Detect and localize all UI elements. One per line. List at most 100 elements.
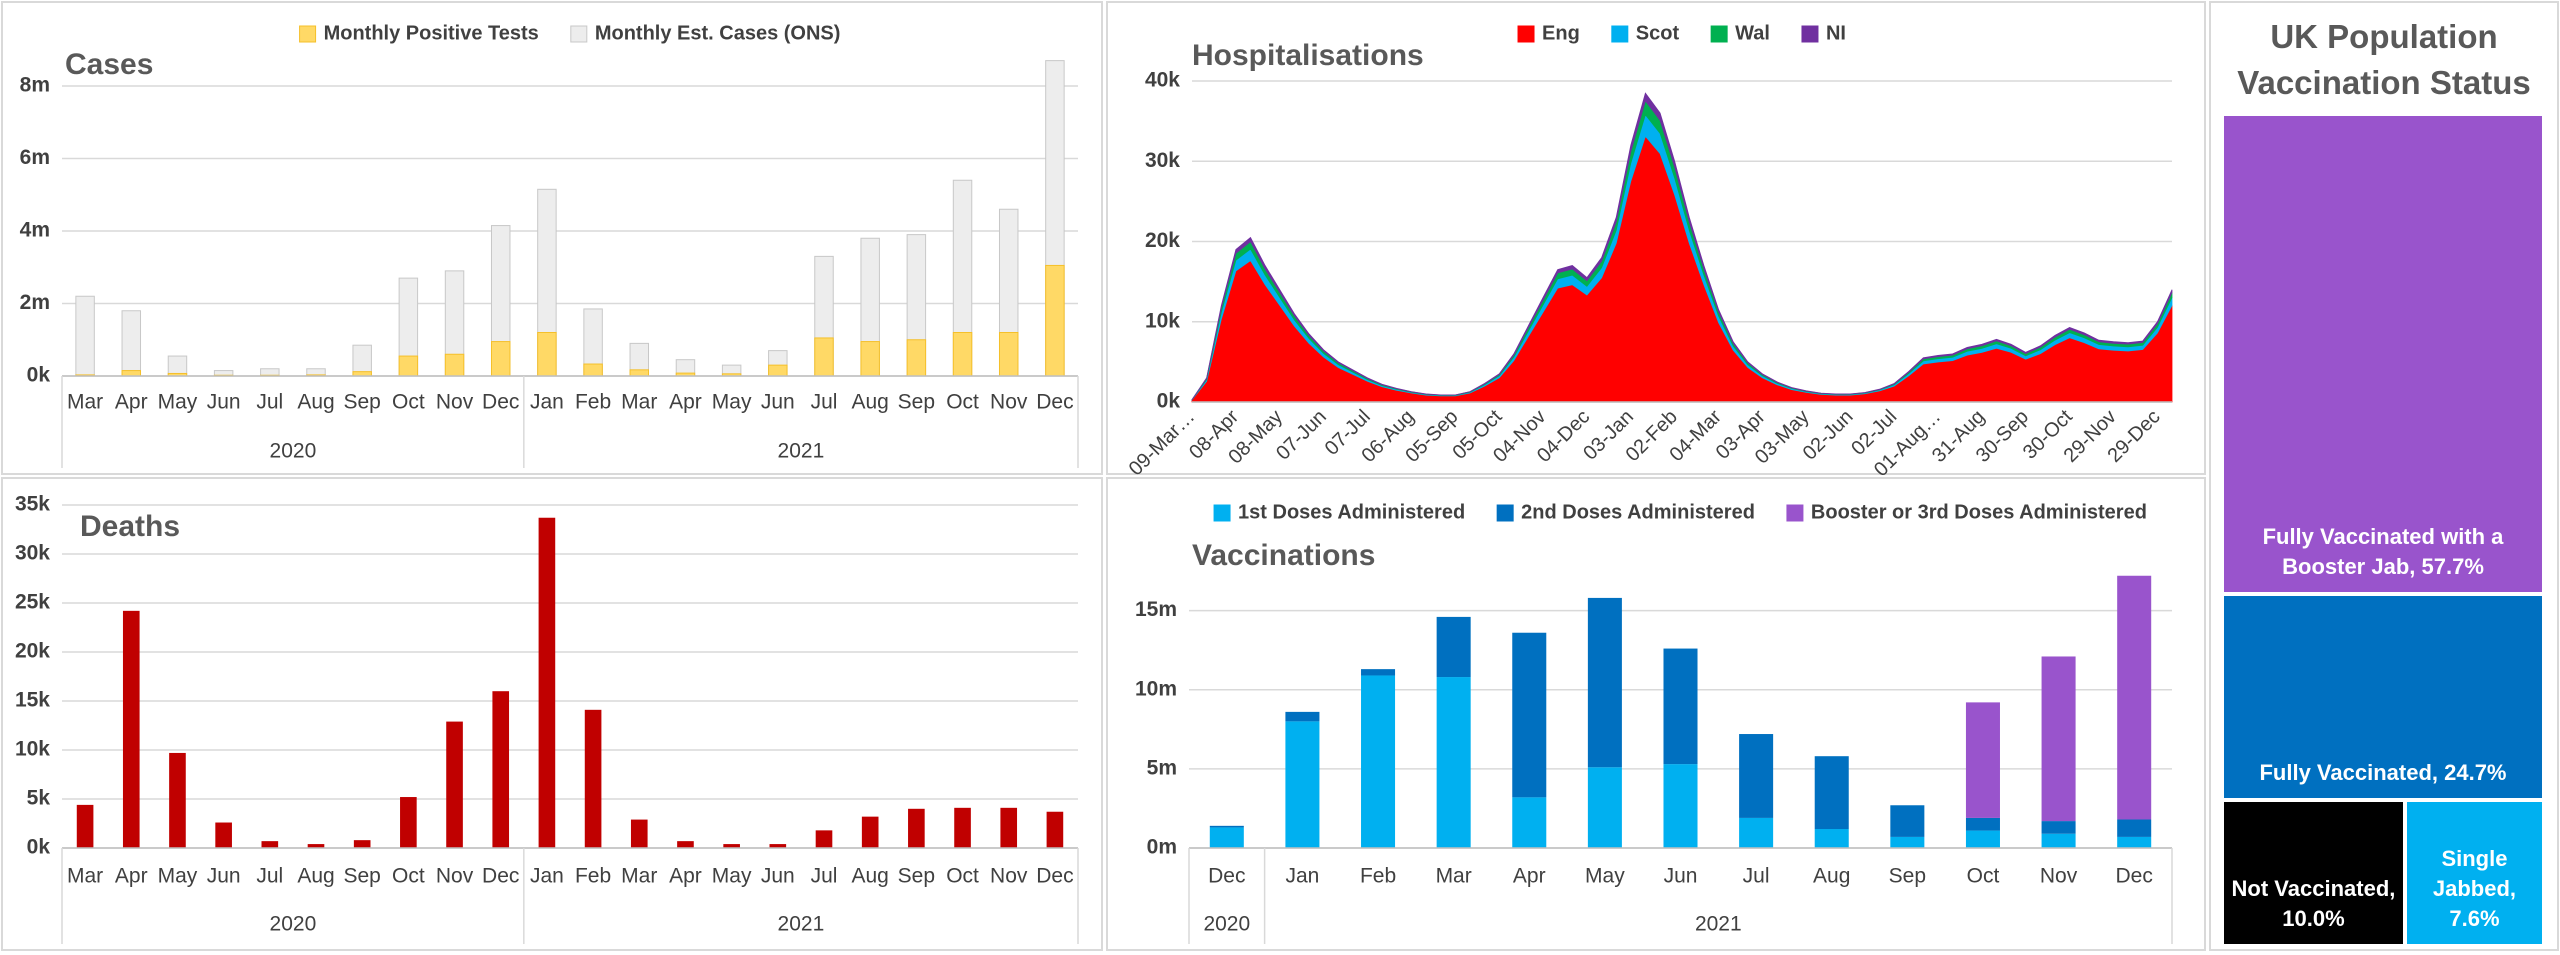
bar — [1739, 817, 1774, 848]
treemap-title: UK Population Vaccination Status — [2237, 18, 2531, 101]
legend-swatch — [1611, 25, 1629, 43]
x-tick-label: Sep — [343, 865, 380, 888]
x-tick-label: Nov — [990, 865, 1028, 888]
x-tick-label: Nov — [436, 391, 474, 414]
x-tick-label: Feb — [575, 391, 611, 414]
y-tick-label: 8m — [20, 74, 50, 97]
bar — [1285, 711, 1320, 722]
x-tick-label: May — [712, 391, 752, 414]
x-tick-label: May — [1585, 865, 1625, 888]
bar — [1209, 827, 1244, 848]
x-tick-label: Oct — [946, 865, 979, 888]
bar — [815, 830, 833, 848]
bar — [446, 721, 463, 848]
chart-title: Cases — [65, 48, 153, 81]
x-tick-label: May — [712, 865, 752, 888]
bar — [1965, 817, 2000, 831]
y-tick-label: 15k — [15, 689, 50, 712]
x-tick-label: Oct — [1967, 865, 2000, 888]
x-tick-label: Jan — [530, 865, 564, 888]
legend: Eng Scot Wal NI — [1517, 22, 1846, 44]
y-tick-label: 0k — [27, 836, 51, 859]
bar — [998, 332, 1019, 377]
treemap-label: Single Jabbed, 7.6% — [2432, 845, 2517, 931]
bar — [583, 363, 603, 377]
bar — [1814, 756, 1849, 830]
bar — [2041, 656, 2076, 822]
legend-label: Eng — [1542, 22, 1580, 44]
x-tick-label: Aug — [851, 865, 888, 888]
bar — [1000, 807, 1018, 848]
bar — [1890, 836, 1925, 848]
bar — [1285, 721, 1320, 848]
y-tick-label: 4m — [20, 219, 50, 242]
bar — [2041, 833, 2076, 848]
y-tick-label: 30k — [15, 542, 50, 565]
x-tick-label: Jan — [530, 391, 564, 414]
bar — [1965, 702, 2000, 818]
legend-label: Wal — [1735, 22, 1770, 44]
bar — [1739, 734, 1774, 818]
x-tick-label: May — [158, 865, 198, 888]
bar — [1361, 675, 1396, 848]
bar — [76, 804, 94, 848]
bar — [1045, 264, 1065, 377]
y-tick-label: 6m — [20, 146, 50, 169]
treemap-cell: Single Jabbed, 7.6% — [2404, 799, 2544, 946]
x-tick-label: Dec — [482, 391, 519, 414]
x-tick-label: Jul — [811, 865, 838, 888]
x-tick-label: Sep — [898, 865, 935, 888]
x-tick-label: Mar — [621, 391, 657, 414]
legend-label: Monthly Est. Cases (ONS) — [595, 22, 841, 44]
bar — [906, 339, 927, 377]
y-tick-label: 5m — [1147, 756, 1177, 779]
x-tick-label: Sep — [1889, 865, 1926, 888]
group-label: 2021 — [778, 913, 825, 936]
bar — [75, 295, 95, 377]
x-tick-label: Dec — [2116, 865, 2153, 888]
x-tick-label: Apr — [115, 865, 148, 888]
bar — [215, 822, 232, 848]
x-tick-label: Jun — [761, 865, 795, 888]
treemap-cell: Not Vaccinated, 10.0% — [2222, 799, 2405, 946]
y-tick-label: 30k — [1145, 149, 1180, 172]
bar — [353, 840, 371, 848]
y-tick-label: 10k — [15, 738, 50, 761]
bar — [584, 709, 602, 848]
bar — [2117, 575, 2152, 820]
bar — [1587, 767, 1622, 848]
x-tick-label: Oct — [392, 865, 425, 888]
x-tick-label: Jun — [207, 865, 241, 888]
y-tick-label: 0m — [1147, 836, 1177, 859]
legend-label: NI — [1826, 22, 1846, 44]
bar — [860, 341, 880, 377]
legend-label: Monthly Positive Tests — [324, 22, 539, 44]
x-tick-label: Apr — [1513, 865, 1546, 888]
y-tick-label: 5k — [27, 787, 51, 810]
x-tick-label: Jun — [1664, 865, 1698, 888]
bar — [169, 752, 186, 848]
legend-swatch — [1496, 504, 1514, 522]
bar — [261, 841, 279, 848]
y-tick-label: 10m — [1135, 677, 1177, 700]
x-tick-label: Mar — [621, 865, 657, 888]
bar — [1512, 797, 1547, 848]
x-tick-label: Feb — [1360, 865, 1396, 888]
x-tick-label: Nov — [2040, 865, 2078, 888]
bar — [1663, 764, 1698, 848]
bar — [677, 841, 694, 848]
bar — [490, 341, 511, 377]
x-tick-label: Aug — [297, 391, 334, 414]
y-tick-label: 25k — [15, 591, 50, 614]
bar — [2041, 821, 2076, 834]
x-tick-label: Mar — [1436, 865, 1472, 888]
area — [1191, 92, 2173, 401]
y-tick-label: 20k — [15, 640, 50, 663]
group-label: 2020 — [270, 913, 317, 936]
x-tick-label: Sep — [343, 391, 380, 414]
x-tick-label: Jul — [256, 391, 283, 414]
bar — [492, 691, 510, 848]
group-label: 2021 — [1695, 913, 1742, 936]
